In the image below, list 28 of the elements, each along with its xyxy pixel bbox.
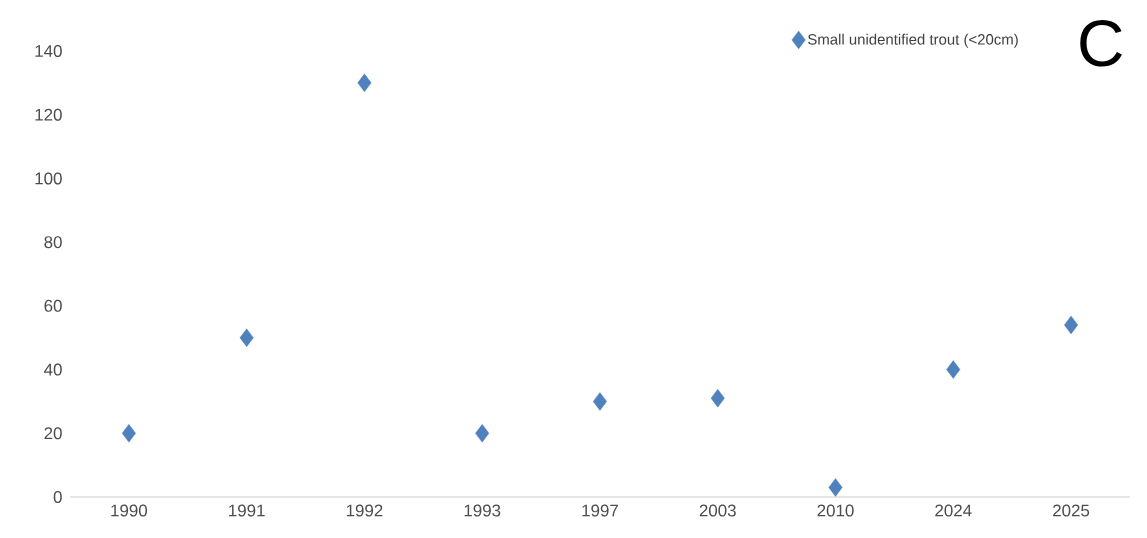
x-tick-label: 1990 xyxy=(111,504,148,517)
point xyxy=(121,424,136,443)
point xyxy=(946,360,961,379)
y-tick-label: 40 xyxy=(44,363,62,376)
annotation: C xyxy=(1080,19,1122,67)
point xyxy=(1064,315,1078,335)
y-tick-label: 60 xyxy=(44,299,62,312)
y-tick-label: 20 xyxy=(44,427,62,440)
x-tick-label: 1993 xyxy=(464,504,501,517)
point xyxy=(593,392,607,411)
x-tick-label: 2025 xyxy=(1053,504,1090,517)
x-tick-label: 1997 xyxy=(582,504,618,517)
y-tick-label: 100 xyxy=(35,172,62,185)
point xyxy=(828,478,843,497)
y-tick-label: 80 xyxy=(44,236,62,249)
x-tick-label: 2024 xyxy=(935,504,972,517)
x-tick-label: 1992 xyxy=(346,504,383,517)
legend-label: Small unidentified trout (<20cm) xyxy=(808,33,1018,48)
y-tick-label: 0 xyxy=(53,491,62,503)
x-tick-label: 2010 xyxy=(817,504,854,517)
point xyxy=(475,424,490,443)
y-tick-label: 120 xyxy=(35,108,62,121)
point xyxy=(710,389,725,408)
x-tick-label: 1991 xyxy=(229,504,265,517)
point xyxy=(239,328,254,347)
point xyxy=(357,73,372,93)
y-tick-label: 140 xyxy=(35,45,62,57)
x-tick-label: 2003 xyxy=(699,504,736,517)
